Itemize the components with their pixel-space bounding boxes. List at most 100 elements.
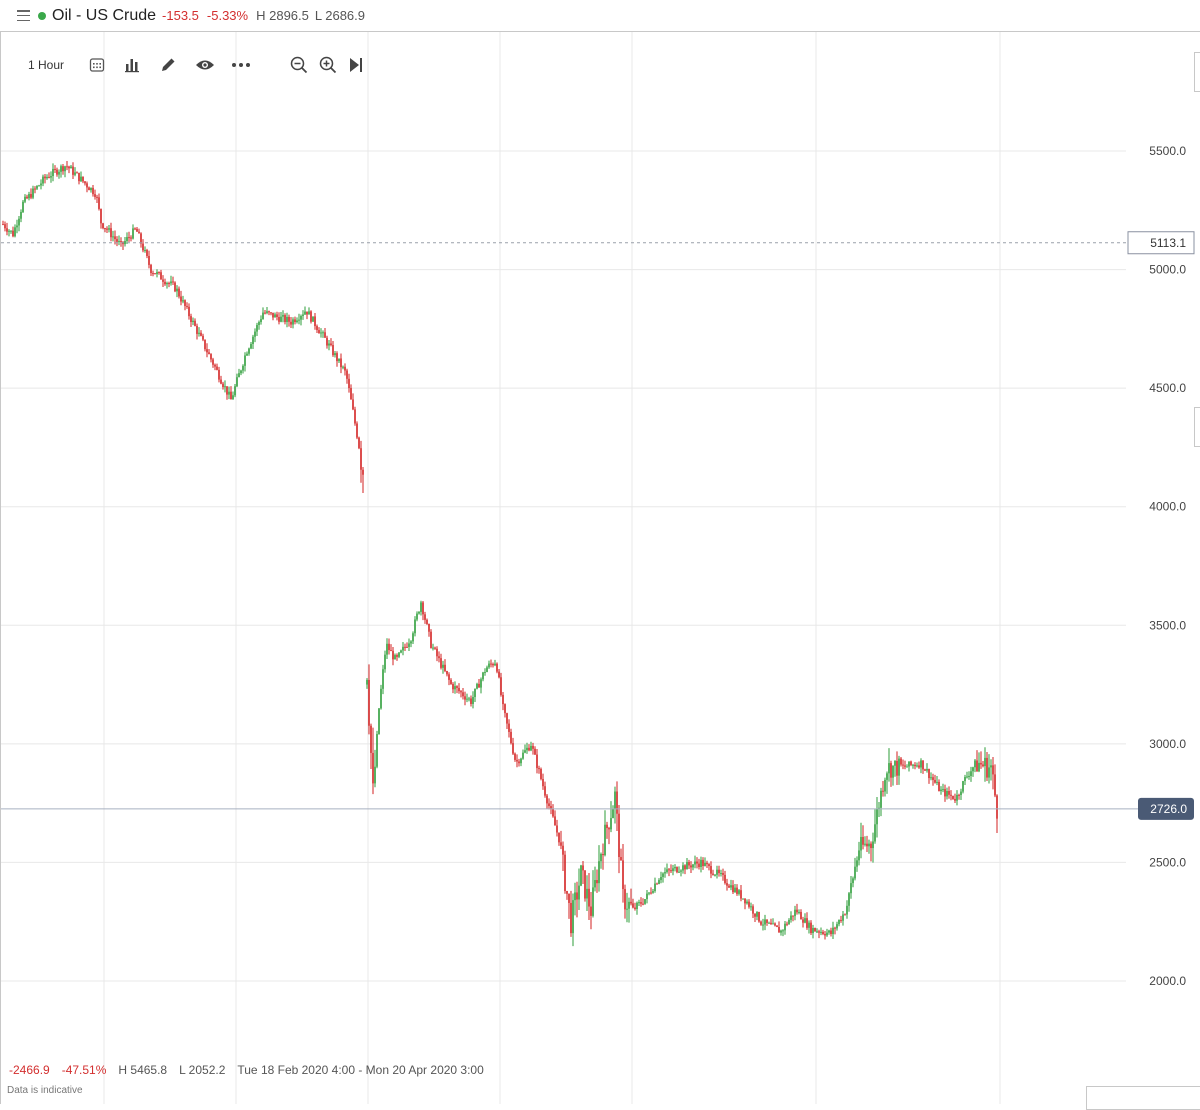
candle-body: [50, 176, 52, 178]
candle-body: [506, 713, 508, 724]
footer-high: H 5465.8: [118, 1063, 168, 1077]
candle-body: [648, 892, 650, 894]
candle-body: [512, 743, 514, 754]
candle-body: [732, 885, 734, 893]
candle-body: [362, 469, 364, 475]
candle-body: [422, 602, 424, 615]
candle-body: [482, 672, 484, 680]
candle-body: [326, 337, 328, 346]
candle-body: [602, 853, 604, 856]
candle-body: [60, 166, 62, 172]
candle-body: [468, 698, 470, 700]
candle-body: [724, 874, 726, 884]
candle-body: [186, 305, 188, 307]
y-tick-label: 5000.0: [1149, 263, 1186, 277]
candle-body: [572, 900, 574, 934]
price-chart[interactable]: 5500.0 5000.0 4500.0 4000.0 3500.0 3000.0 2500…: [1, 32, 1200, 1104]
header-high: H 2896.5: [256, 8, 309, 23]
candle-body: [98, 197, 100, 209]
candle-body: [456, 686, 458, 688]
candle-body: [216, 366, 218, 370]
pencil-icon[interactable]: [159, 56, 177, 74]
instrument-header: Oil - US Crude -153.5 -5.33% H 2896.5 L …: [0, 0, 1200, 32]
interval-selector[interactable]: 1 Hour: [28, 58, 65, 72]
zoom-out-icon[interactable]: [290, 56, 308, 74]
candle-body: [86, 183, 88, 188]
play-to-end-icon[interactable]: [349, 57, 363, 73]
candle-body: [246, 353, 248, 356]
more-icon[interactable]: [231, 62, 251, 68]
candle-body: [894, 760, 896, 766]
candle-body: [418, 611, 420, 614]
candle-body: [282, 315, 284, 317]
candle-body: [714, 874, 716, 876]
candle-body: [242, 365, 244, 371]
candle-body: [644, 899, 646, 904]
candle-body: [474, 688, 476, 698]
candle-body: [576, 892, 578, 900]
candle-body: [670, 870, 672, 872]
candle-body: [200, 332, 202, 336]
candle-body: [826, 932, 828, 936]
candle-body: [614, 791, 616, 809]
hamburger-menu-icon[interactable]: [17, 10, 30, 21]
candle-body: [992, 765, 994, 775]
candle-body: [292, 319, 294, 325]
candle-body: [750, 906, 752, 908]
candle-body: [564, 854, 566, 892]
candle-body: [706, 862, 708, 865]
candle-body: [414, 619, 416, 634]
candle-body: [674, 867, 676, 869]
candle-body: [882, 790, 884, 792]
candle-body: [756, 912, 758, 917]
candle-body: [194, 320, 196, 326]
candle-body: [824, 934, 826, 936]
bar-chart-icon[interactable]: [124, 57, 140, 73]
candle-body: [854, 866, 856, 879]
candle-body: [524, 750, 526, 753]
last-price-label: 2726.0: [1150, 802, 1187, 816]
candle-body: [554, 816, 556, 826]
scroll-indicator-middle[interactable]: [1194, 407, 1200, 447]
candle-body: [658, 880, 660, 884]
candle-body: [660, 876, 662, 881]
candle-body: [938, 781, 940, 792]
reference-price-label: 5113.1: [1150, 236, 1186, 250]
candle-body: [370, 725, 372, 753]
footer-date-range: Tue 18 Feb 2020 4:00 - Mon 20 Apr 2020 3…: [237, 1063, 484, 1077]
candle-body: [232, 395, 234, 400]
candle-body: [240, 370, 242, 374]
candle-body: [936, 781, 938, 783]
candle-body: [842, 914, 844, 921]
candle-body: [226, 386, 228, 395]
zoom-in-icon[interactable]: [319, 56, 337, 74]
scroll-indicator-top[interactable]: [1194, 52, 1200, 92]
candle-body: [960, 791, 962, 795]
candle-body: [820, 931, 822, 933]
candle-body: [986, 757, 988, 778]
candle-body: [302, 314, 304, 316]
eye-icon[interactable]: [195, 58, 215, 72]
candle-body: [866, 843, 868, 847]
candle-body: [970, 771, 972, 777]
candle-body: [212, 359, 214, 365]
candle-body: [708, 864, 710, 867]
calendar-grid-icon[interactable]: [89, 57, 105, 73]
candle-body: [722, 873, 724, 875]
candle-body: [792, 915, 794, 917]
candle-body: [716, 869, 718, 875]
candle-body: [580, 865, 582, 886]
candle-body: [34, 188, 36, 190]
candle-body: [128, 237, 130, 239]
candle-body: [652, 891, 654, 893]
candle-body: [342, 366, 344, 368]
y-tick-label: 4500.0: [1149, 381, 1186, 395]
candle-body: [668, 869, 670, 871]
candle-body: [712, 873, 714, 875]
candle-body: [96, 196, 98, 198]
candle-body: [178, 288, 180, 297]
candle-body: [496, 663, 498, 672]
candle-body: [812, 927, 814, 934]
candle-body: [532, 745, 534, 749]
candle-body: [932, 777, 934, 780]
